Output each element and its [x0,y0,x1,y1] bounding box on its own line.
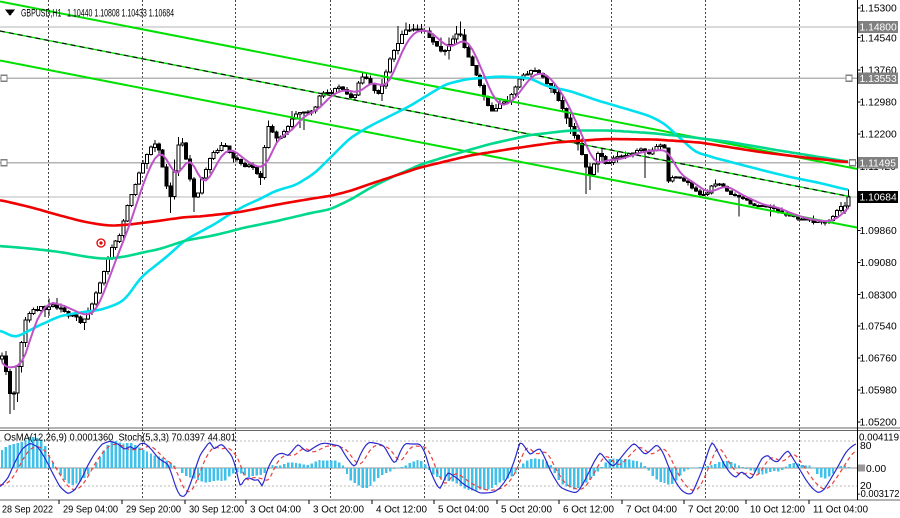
svg-text:1.14800: 1.14800 [860,23,897,34]
svg-text:1.05980: 1.05980 [860,386,897,397]
svg-text:1.09860: 1.09860 [860,226,897,237]
svg-text:5 Oct 20:00: 5 Oct 20:00 [501,505,552,516]
svg-text:1.05200: 1.05200 [860,418,897,429]
svg-text:6 Oct 12:00: 6 Oct 12:00 [563,505,614,516]
svg-text:1.10684: 1.10684 [860,193,897,204]
svg-text:1.09080: 1.09080 [860,258,897,269]
svg-text:1.06760: 1.06760 [860,354,897,365]
svg-text:7 Oct 04:00: 7 Oct 04:00 [626,505,677,516]
svg-text:5 Oct 04:00: 5 Oct 04:00 [438,505,489,516]
svg-text:1.13760: 1.13760 [860,65,897,76]
svg-text:29 Sep 04:00: 29 Sep 04:00 [63,505,118,516]
svg-text:1.13553: 1.13553 [860,74,897,85]
svg-text:7 Oct 20:00: 7 Oct 20:00 [688,505,739,516]
svg-text:11 Oct 04:00: 11 Oct 04:00 [813,505,868,516]
svg-text:0.004119: 0.004119 [859,433,899,444]
svg-text:28 Sep 2022: 28 Sep 2022 [2,505,53,516]
svg-text:10 Oct 12:00: 10 Oct 12:00 [750,505,805,516]
svg-text:1.07540: 1.07540 [860,321,897,332]
svg-text:1.15300: 1.15300 [860,4,897,15]
svg-text:20: 20 [860,481,872,492]
svg-text:3 Oct 04:00: 3 Oct 04:00 [250,505,301,516]
svg-text:4 Oct 12:00: 4 Oct 12:00 [376,505,427,516]
svg-text:-0.003172: -0.003172 [858,489,900,500]
svg-text:29 Sep 20:00: 29 Sep 20:00 [126,505,181,516]
svg-text:80: 80 [860,441,872,452]
svg-text:GBPUSD,H1 1.10440 1.10808 1.: GBPUSD,H1 1.10440 1.10808 1.10433 1.1068… [21,8,174,20]
svg-text:1.12200: 1.12200 [860,130,897,141]
svg-text:OsMA(12,26,9) 0.0001360 Stoch: OsMA(12,26,9) 0.0001360 Stoch(5,3,3) 70.… [4,432,236,444]
svg-text:1.08300: 1.08300 [860,290,897,301]
svg-text:30 Sep 12:00: 30 Sep 12:00 [189,505,244,516]
svg-text:1.12980: 1.12980 [860,98,897,109]
svg-text:1.11495: 1.11495 [860,158,897,169]
svg-text:0.00: 0.00 [866,464,886,475]
svg-text:3 Oct 20:00: 3 Oct 20:00 [313,505,364,516]
svg-text:1.14540: 1.14540 [860,33,897,44]
